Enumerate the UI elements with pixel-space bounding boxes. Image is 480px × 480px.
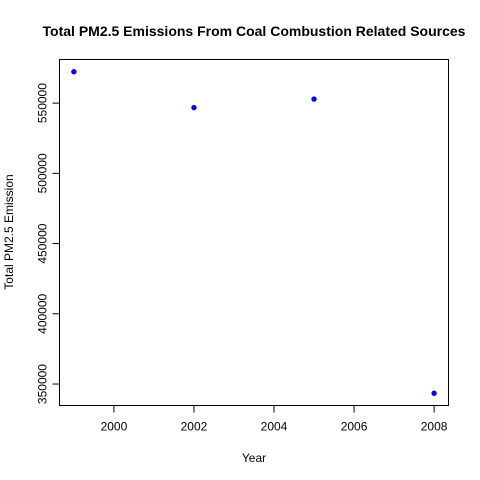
x-axis-label: Year [242, 451, 266, 465]
data-points [71, 69, 437, 396]
data-point [191, 104, 197, 111]
y-tick-label: 500000 [36, 153, 50, 193]
x-tick-label: 2006 [341, 420, 368, 434]
y-axis: 350000 400000 450000 500000 550000 [36, 83, 60, 404]
y-axis-label: Total PM2.5 Emission [2, 174, 16, 289]
y-tick-label: 550000 [36, 83, 50, 123]
y-tick-label: 350000 [36, 364, 50, 404]
y-tick-label: 400000 [36, 293, 50, 333]
data-point [311, 96, 317, 102]
x-tick-label: 2002 [181, 420, 208, 434]
y-tick-label: 450000 [36, 223, 50, 263]
data-point [71, 69, 77, 75]
x-tick-label: 2004 [261, 420, 288, 434]
x-tick-label: 2008 [421, 420, 448, 434]
data-point [431, 390, 437, 396]
x-tick-label: 2000 [101, 420, 128, 434]
x-axis: 2000 2002 2004 2006 2008 [101, 405, 448, 434]
chart-title: Total PM2.5 Emissions From Coal Combusti… [43, 23, 466, 39]
